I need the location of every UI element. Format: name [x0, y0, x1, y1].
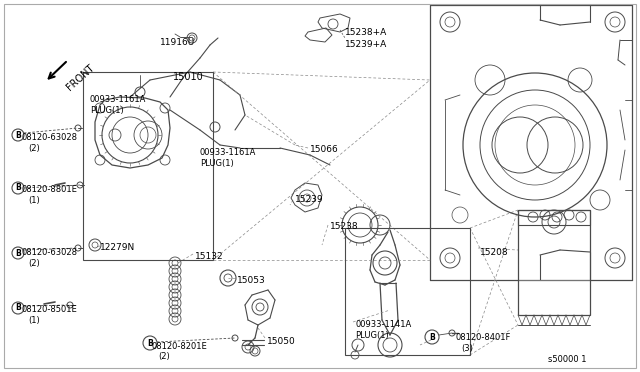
- Text: 11916U: 11916U: [160, 38, 195, 47]
- Text: (1): (1): [28, 196, 40, 205]
- Text: 15050: 15050: [267, 337, 296, 346]
- Text: 08120-8401F: 08120-8401F: [455, 333, 510, 342]
- Text: 00933-1161A: 00933-1161A: [200, 148, 257, 157]
- Text: 15066: 15066: [310, 145, 339, 154]
- Text: B: B: [15, 304, 21, 312]
- Text: 15238+A: 15238+A: [345, 28, 387, 37]
- Text: 15239+A: 15239+A: [345, 40, 387, 49]
- Text: (2): (2): [158, 352, 170, 361]
- Text: (1): (1): [28, 316, 40, 325]
- Text: B: B: [15, 248, 21, 257]
- Text: PLUG(1): PLUG(1): [355, 331, 388, 340]
- Text: 15132: 15132: [195, 252, 223, 261]
- Text: 08120-8501E: 08120-8501E: [22, 305, 77, 314]
- Text: 15239: 15239: [295, 195, 324, 204]
- Text: 08120-63028: 08120-63028: [22, 248, 78, 257]
- Text: 08120-63028: 08120-63028: [22, 133, 78, 142]
- Text: 08120-8201E: 08120-8201E: [152, 342, 208, 351]
- Text: B: B: [429, 333, 435, 341]
- Text: B: B: [15, 183, 21, 192]
- Text: (2): (2): [28, 144, 40, 153]
- Text: 00933-1161A: 00933-1161A: [90, 95, 147, 104]
- Bar: [518, 210, 590, 315]
- Bar: [518, 210, 590, 225]
- Text: 15208: 15208: [480, 248, 509, 257]
- Text: B: B: [15, 131, 21, 140]
- Text: 12279N: 12279N: [100, 243, 135, 252]
- Text: 15053: 15053: [237, 276, 266, 285]
- Bar: [83, 72, 213, 260]
- Bar: [345, 228, 470, 355]
- Text: 08120-8801E: 08120-8801E: [22, 185, 78, 194]
- Text: 15010: 15010: [173, 72, 204, 82]
- Text: (2): (2): [28, 259, 40, 268]
- Text: PLUG(1): PLUG(1): [90, 106, 124, 115]
- Text: 15238: 15238: [330, 222, 358, 231]
- Text: (3): (3): [461, 344, 473, 353]
- Text: PLUG(1): PLUG(1): [200, 159, 234, 168]
- Text: FRONT: FRONT: [65, 63, 97, 93]
- Text: s50000 1: s50000 1: [548, 355, 586, 364]
- Text: B: B: [147, 339, 153, 347]
- Text: 00933-1141A: 00933-1141A: [355, 320, 412, 329]
